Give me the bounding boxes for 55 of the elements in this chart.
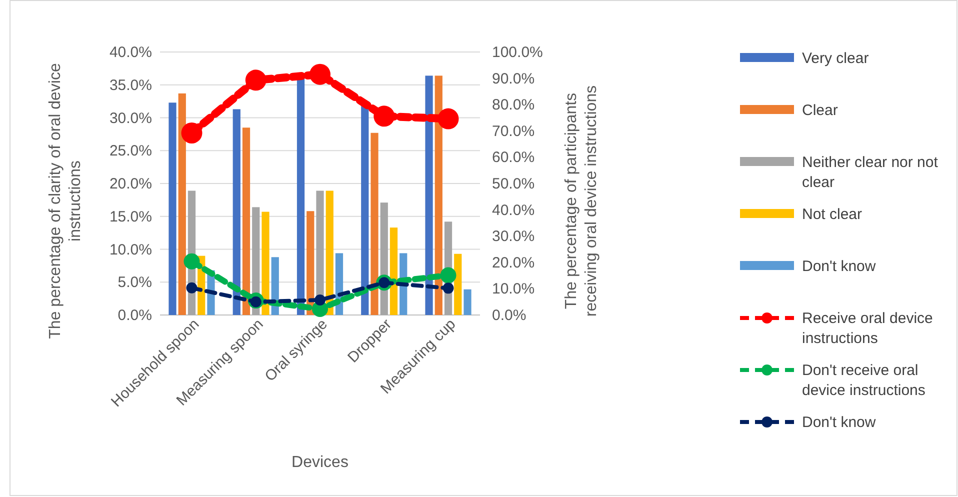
y-tick-label: 20.0% — [109, 176, 152, 192]
point — [314, 294, 326, 306]
bar — [390, 228, 398, 315]
y2-tick-label: 30.0% — [492, 228, 535, 246]
y2-tick-label: 40.0% — [492, 202, 535, 219]
y2-tick-label: 80.0% — [492, 96, 535, 114]
bar — [242, 128, 250, 315]
bar — [296, 76, 305, 315]
point — [374, 106, 395, 127]
bar — [168, 102, 176, 315]
y-axis-title: The percentage of clarity of oral device instructions — [47, 63, 84, 339]
bar — [232, 109, 240, 315]
y-tick-label: 30.0% — [109, 110, 152, 127]
point — [245, 70, 266, 91]
y2-tick-label: 90.0% — [492, 70, 535, 88]
y2-tick-label: 50.0% — [492, 176, 535, 192]
point — [442, 282, 454, 294]
legend-label: Don't know — [802, 414, 876, 431]
y2-tick-label: 20.0% — [492, 254, 535, 272]
y2-tick-label: 100.0% — [492, 44, 543, 61]
y-tick-label: 10.0% — [109, 241, 152, 258]
bar — [178, 93, 186, 315]
legend-label: Clear — [802, 102, 838, 119]
point — [181, 122, 202, 144]
y2-tick-label: 0.0% — [492, 307, 526, 324]
legend-label: Neither clear nor not clear — [802, 154, 939, 191]
bar — [306, 211, 314, 315]
bar — [262, 212, 270, 315]
bar — [454, 254, 462, 315]
y-tick-label: 0.0% — [118, 307, 152, 324]
point — [186, 282, 198, 294]
bar — [464, 289, 472, 315]
legend-label: Very clear — [802, 50, 869, 67]
y-tick-label: 25.0% — [109, 142, 152, 160]
y2-tick-label: 60.0% — [492, 149, 535, 166]
legend-label: Receive oral device instructions — [802, 310, 933, 347]
y-tick-label: 15.0% — [109, 208, 152, 226]
point — [184, 253, 200, 270]
y2-tick-label: 70.0% — [492, 122, 535, 140]
x-axis-title: Devices — [292, 454, 348, 471]
y-tick-label: 5.0% — [118, 274, 152, 292]
bar — [370, 132, 378, 315]
point — [438, 108, 459, 130]
legend-label: Don't receive oral device instructions — [802, 362, 926, 399]
y-tick-label: 35.0% — [109, 76, 152, 94]
bar — [425, 76, 433, 315]
bar — [434, 76, 442, 315]
y2-tick-label: 10.0% — [492, 280, 535, 298]
bar — [326, 190, 334, 315]
legend-label: Don't know — [802, 258, 876, 275]
y2-axis-title: The percentage of participants receiving oral device instructions — [563, 85, 600, 317]
point — [310, 64, 330, 85]
y-tick-label: 40.0% — [109, 44, 152, 61]
point — [440, 267, 456, 284]
legend-label: Not clear — [802, 206, 862, 223]
